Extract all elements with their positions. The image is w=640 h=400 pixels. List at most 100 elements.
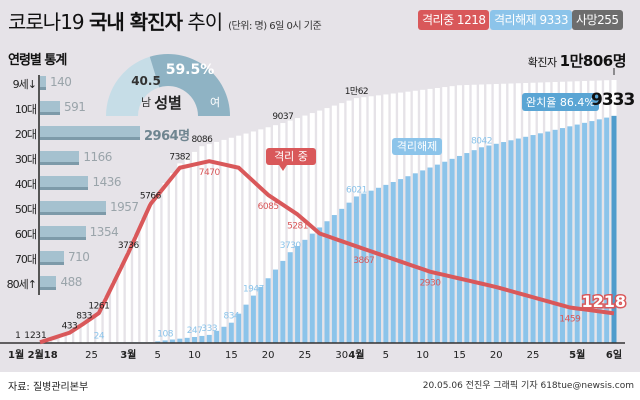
age-stats-title: 연령별 통계	[8, 53, 67, 68]
age-label: 10대	[14, 103, 37, 116]
data-label: 7382	[169, 152, 190, 162]
gender-female-pct: 59.5%	[166, 62, 215, 78]
age-label: 20대	[14, 128, 37, 141]
age-bar	[40, 76, 46, 90]
age-bar	[40, 276, 57, 290]
released-bar	[192, 336, 198, 343]
age-value: 1166	[83, 150, 112, 164]
title-tail: 추이	[187, 10, 223, 34]
confirmed-bar	[74, 327, 80, 343]
released-bar	[405, 176, 411, 343]
x-tick-label: 5	[383, 350, 389, 361]
released-bar	[493, 143, 499, 343]
legend-released: 격리해제 9333	[490, 10, 573, 30]
confirmed-bar	[317, 110, 323, 343]
age-bar	[40, 251, 64, 265]
age-bar	[40, 101, 60, 115]
x-tick-label: 5월	[569, 349, 585, 361]
released-bar	[567, 126, 573, 343]
x-tick-label: 4월	[348, 349, 364, 361]
confirmed-bar	[214, 141, 220, 343]
released-bar	[339, 208, 345, 343]
released-bar	[250, 295, 256, 343]
released-bar	[317, 227, 323, 343]
x-tick-label: 20	[262, 350, 275, 361]
released-bar	[611, 115, 617, 343]
released-bar	[537, 133, 543, 343]
data-label: 8086	[191, 135, 213, 145]
released-bar	[368, 190, 374, 343]
released-bar	[206, 334, 212, 343]
data-label: 3730	[280, 241, 302, 251]
data-label: 5281	[287, 221, 308, 231]
data-label: 1만62	[345, 86, 368, 97]
age-label: 80세↑	[6, 278, 37, 291]
confirmed-prefix: 확진자	[527, 56, 557, 69]
age-label: 40대	[14, 178, 37, 191]
released-bar	[479, 147, 485, 343]
legend-deaths: 사망255	[572, 10, 623, 30]
released-bar	[214, 330, 220, 343]
age-bar	[40, 226, 86, 240]
age-value: 488	[60, 275, 82, 289]
data-label: 31	[35, 331, 46, 341]
confirmed-bar	[287, 120, 293, 343]
confirmed-bar	[302, 115, 308, 344]
confirmed-bar	[199, 146, 205, 343]
released-bar	[331, 215, 337, 343]
x-tick-label: 25	[527, 350, 540, 361]
confirmed-bar	[192, 151, 198, 343]
released-bar	[412, 173, 418, 343]
data-label: 433	[62, 321, 78, 331]
data-label: 833	[76, 312, 92, 322]
released-bar	[295, 246, 301, 343]
released-bar	[258, 286, 264, 343]
infographic: 코로나19 국내 확진자 추이 (단위: 명) 6일 0시 기준 격리중 1218…	[0, 0, 640, 372]
data-label: 1	[15, 331, 21, 341]
confirmed-bar	[59, 336, 65, 343]
isolated-callout-pointer	[279, 165, 287, 171]
data-label: 5766	[140, 192, 162, 202]
confirmed-value: 1만806명	[559, 52, 627, 70]
age-label: 70대	[14, 253, 37, 266]
data-label: 834	[223, 312, 239, 322]
released-bar	[442, 161, 448, 343]
title-prefix: 코로나19	[8, 10, 85, 34]
released-bar	[243, 304, 249, 343]
age-bar	[40, 201, 107, 215]
age-value: 140	[50, 75, 72, 89]
age-label: 60대	[14, 228, 37, 241]
released-bar	[184, 337, 190, 343]
released-bar	[523, 136, 529, 343]
confirmed-bar	[118, 266, 124, 343]
confirmed-bar	[81, 322, 87, 343]
released-bar	[390, 181, 396, 343]
released-bar	[582, 122, 588, 343]
released-bar	[471, 150, 477, 343]
data-label: 24	[94, 331, 105, 341]
confirmed-bar	[52, 340, 58, 343]
released-bar	[574, 124, 580, 343]
released-bar	[515, 138, 521, 343]
confirmed-bar	[96, 312, 102, 343]
confirmed-bar	[147, 202, 153, 343]
confirmed-bar	[221, 139, 227, 343]
data-label: 6021	[346, 185, 367, 195]
released-callout	[392, 138, 442, 155]
confirmed-bar	[133, 235, 139, 343]
isolated-line	[39, 159, 615, 345]
released-bar	[324, 221, 330, 343]
age-value: 2964명	[144, 129, 190, 144]
confirmed-bar	[265, 127, 271, 344]
confirmed-bar	[280, 123, 286, 343]
x-tick-label: 15	[453, 350, 466, 361]
released-bar	[155, 341, 161, 343]
confirmed-bar	[103, 296, 109, 343]
released-bar	[449, 158, 455, 343]
data-label: 3867	[353, 256, 374, 266]
data-label: 1261	[88, 301, 109, 311]
age-value: 591	[63, 100, 86, 114]
released-bar	[545, 131, 551, 343]
x-tick-label: 10	[416, 350, 429, 361]
age-value: 710	[67, 250, 90, 264]
